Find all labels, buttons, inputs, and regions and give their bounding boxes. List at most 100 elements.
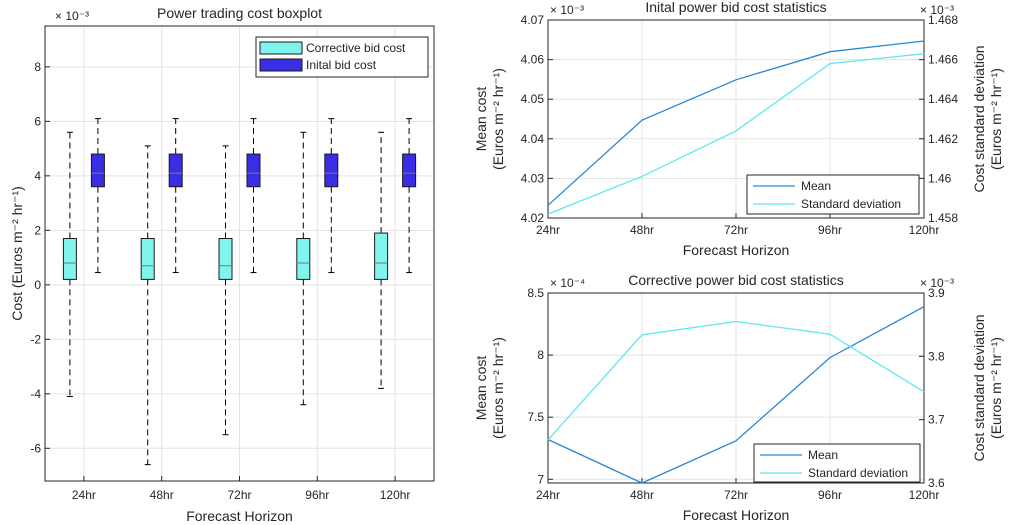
box-inital: [246, 118, 261, 274]
right-exponent-label: × 10⁻³: [920, 276, 954, 290]
box-body: [402, 153, 417, 188]
left-axis-label: Mean cost: [473, 356, 489, 421]
box-corrective: [62, 131, 77, 398]
right-tick-label: 1.46: [928, 171, 952, 185]
y-tick-label: -2: [30, 332, 41, 346]
chart-title: Power trading cost boxplot: [157, 5, 322, 21]
right-axis-label: Cost standard deviation: [971, 45, 987, 192]
series-line-mean: [547, 40, 925, 206]
box-body: [168, 153, 183, 188]
chart-title: Inital power bid cost statistics: [645, 0, 826, 15]
x-axis-label: Forecast Horizon: [683, 507, 790, 523]
left-tick-label: 4.07: [521, 13, 545, 27]
x-tick-label: 72hr: [227, 488, 251, 502]
x-axis-label: Forecast Horizon: [186, 508, 293, 524]
box-body: [140, 238, 155, 280]
box-corrective: [374, 131, 389, 389]
box-corrective: [218, 145, 233, 436]
right-tick-label: 3.7: [928, 413, 945, 427]
series-line-mean: [547, 306, 925, 484]
x-tick-label: 120hr: [909, 223, 940, 237]
right-tick-label: 3.6: [928, 476, 945, 490]
box-body: [246, 153, 261, 188]
legend-label: Mean: [801, 179, 831, 193]
x-tick-label: 96hr: [818, 488, 842, 502]
legend-label: Mean: [808, 448, 838, 462]
y-exponent-label: × 10⁻³: [55, 9, 89, 23]
inital-stats-chart: 4.02 4.03 4.04 4.05 4.06 4.07 1.458 1.46 1.462 1.…: [473, 0, 1004, 258]
right-tick-label: 1.466: [928, 53, 958, 67]
x-tick-label: 120hr: [909, 488, 940, 502]
x-tick-label: 120hr: [380, 488, 411, 502]
y-tick-label: -6: [30, 441, 41, 455]
right-axis-unit: (Euros m⁻² hr⁻¹): [988, 337, 1004, 439]
box-inital: [90, 118, 105, 274]
y-tick-label: 0: [34, 278, 41, 292]
right-tick-label: 1.462: [928, 132, 958, 146]
left-axis-unit: (Euros m⁻² hr⁻¹): [490, 337, 506, 439]
left-axis-unit: (Euros m⁻² hr⁻¹): [490, 68, 506, 170]
series-line-stddev: [547, 53, 925, 215]
box-body: [218, 238, 233, 280]
left-tick-label: 4.02: [521, 211, 545, 225]
right-axis-unit: (Euros m⁻² hr⁻¹): [988, 68, 1004, 170]
box-body: [324, 153, 339, 188]
chart-title: Corrective power bid cost statistics: [628, 272, 844, 288]
box-inital: [402, 118, 417, 274]
right-tick-label: 3.9: [928, 286, 945, 300]
legend-label: Standard deviation: [801, 197, 901, 211]
x-axis-label: Forecast Horizon: [683, 242, 790, 258]
legend-swatch: [259, 58, 303, 72]
legend-label: Corrective bid cost: [306, 41, 406, 55]
boxplot-chart: -6 -4 -2 0 2 4 6 8 24hr 48hr 72hr 96hr 120hr × 10⁻³ Po…: [9, 5, 435, 524]
right-tick-label: 1.468: [928, 13, 958, 27]
box-body: [62, 238, 77, 280]
x-tick-label: 72hr: [724, 223, 748, 237]
y-tick-label: 2: [34, 223, 41, 237]
y-axis-label: Cost (Euros m⁻² hr⁻¹): [9, 186, 25, 321]
legend-box: [746, 174, 920, 215]
x-tick-label: 96hr: [305, 488, 329, 502]
x-tick-label: 48hr: [150, 488, 174, 502]
legend-label: Standard deviation: [808, 466, 908, 480]
legend-box: [753, 443, 921, 483]
y-tick-label: 6: [34, 114, 41, 128]
left-tick-label: 4.05: [521, 92, 545, 106]
box-body: [374, 232, 389, 280]
left-tick-label: 8.5: [527, 286, 544, 300]
box-corrective: [140, 145, 155, 466]
right-exponent-label: × 10⁻³: [920, 3, 954, 17]
series-line-stddev: [547, 320, 925, 441]
right-tick-label: 1.458: [928, 211, 958, 225]
legend-swatch: [259, 41, 303, 55]
box-inital: [168, 118, 183, 274]
y-tick-label: -4: [30, 387, 41, 401]
x-tick-label: 24hr: [536, 488, 560, 502]
y-tick-label: 8: [34, 60, 41, 74]
left-tick-label: 8: [537, 348, 544, 362]
left-tick-label: 4.06: [521, 53, 545, 67]
box-inital: [324, 118, 339, 274]
left-exponent-label: × 10⁻⁴: [550, 276, 585, 290]
x-tick-label: 24hr: [536, 223, 560, 237]
x-tick-label: 48hr: [630, 488, 654, 502]
x-tick-label: 48hr: [630, 223, 654, 237]
box-corrective: [296, 131, 311, 406]
corrective-stats-chart: 7 7.5 8 8.5 3.6 3.7 3.8 3.9 24hr 48hr 72hr 96hr 120h…: [473, 272, 1004, 523]
x-tick-label: 24hr: [72, 488, 96, 502]
legend-label: Inital bid cost: [306, 58, 377, 72]
right-tick-label: 1.464: [928, 92, 958, 106]
left-exponent-label: × 10⁻³: [550, 3, 584, 17]
x-tick-label: 96hr: [818, 223, 842, 237]
y-tick-label: 4: [34, 169, 41, 183]
x-tick-label: 72hr: [724, 488, 748, 502]
box-body: [90, 153, 105, 188]
right-tick-label: 3.8: [928, 349, 945, 363]
left-tick-label: 4.04: [521, 132, 545, 146]
left-tick-label: 7.5: [527, 410, 544, 424]
left-axis-label: Mean cost: [473, 87, 489, 152]
left-tick-label: 4.03: [521, 171, 545, 185]
right-axis-label: Cost standard deviation: [971, 314, 987, 461]
box-body: [296, 238, 311, 280]
